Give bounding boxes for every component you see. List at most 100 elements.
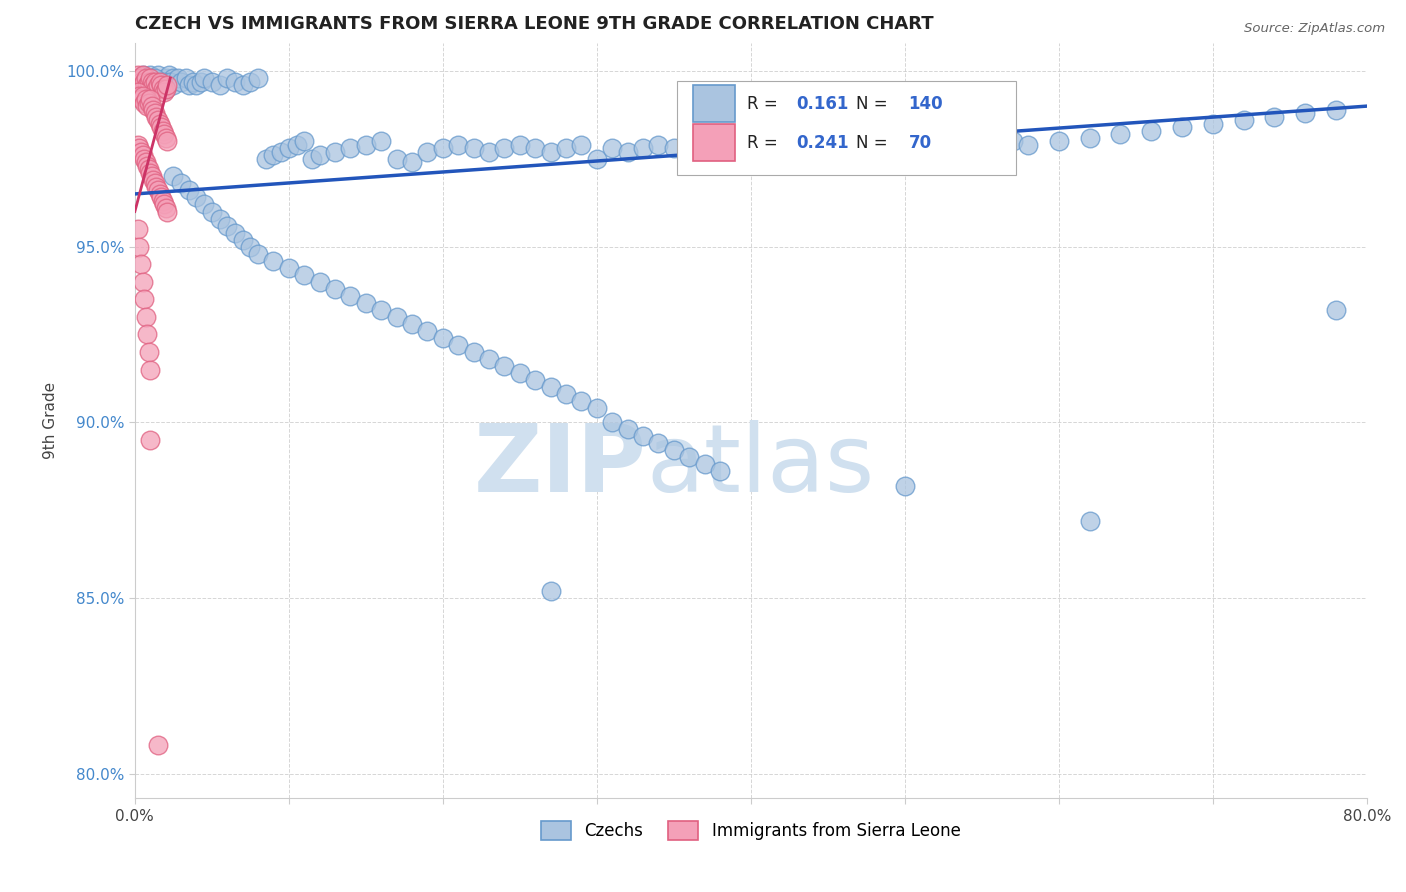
Point — [128, 141, 150, 155]
Point — [135, 310, 157, 324]
Point — [631, 141, 654, 155]
Point — [755, 141, 778, 155]
Text: N =: N = — [856, 95, 893, 113]
Point — [693, 458, 716, 472]
Point — [631, 429, 654, 443]
Point — [770, 137, 793, 152]
Point — [142, 173, 165, 187]
Point — [152, 124, 174, 138]
Point — [586, 401, 609, 416]
Point — [152, 81, 174, 95]
Point — [401, 317, 423, 331]
Point — [152, 194, 174, 208]
Point — [146, 113, 169, 128]
Point — [832, 137, 855, 152]
Point — [339, 289, 361, 303]
Point — [709, 465, 731, 479]
Point — [141, 169, 163, 184]
Point — [201, 204, 224, 219]
Point — [193, 197, 215, 211]
Point — [1078, 514, 1101, 528]
Point — [145, 110, 167, 124]
Point — [139, 92, 162, 106]
Point — [131, 88, 153, 103]
Point — [153, 197, 176, 211]
Point — [143, 177, 166, 191]
Point — [141, 99, 163, 113]
Point — [159, 74, 181, 88]
Y-axis label: 9th Grade: 9th Grade — [44, 382, 58, 459]
Point — [478, 145, 501, 159]
Legend: Czechs, Immigrants from Sierra Leone: Czechs, Immigrants from Sierra Leone — [534, 814, 967, 847]
Point — [555, 141, 578, 155]
Point — [127, 222, 149, 236]
Point — [524, 141, 547, 155]
Point — [217, 70, 239, 85]
Point — [186, 190, 208, 204]
Point — [277, 141, 299, 155]
Point — [136, 74, 159, 88]
Point — [616, 145, 638, 159]
Point — [136, 159, 159, 173]
FancyBboxPatch shape — [676, 80, 1015, 175]
Point — [131, 68, 153, 82]
Point — [879, 141, 901, 155]
Point — [145, 81, 167, 95]
Point — [616, 422, 638, 436]
Point — [155, 81, 177, 95]
Point — [152, 74, 174, 88]
Point — [146, 68, 169, 82]
Point — [301, 152, 323, 166]
Point — [148, 117, 170, 131]
Point — [157, 68, 180, 82]
FancyBboxPatch shape — [693, 85, 735, 122]
Point — [339, 141, 361, 155]
Point — [150, 120, 173, 135]
Point — [323, 282, 346, 296]
Text: 0.161: 0.161 — [796, 95, 849, 113]
Point — [131, 275, 153, 289]
Point — [555, 387, 578, 401]
Point — [138, 162, 160, 177]
Point — [509, 137, 531, 152]
Point — [177, 183, 200, 197]
Point — [135, 70, 157, 85]
Point — [217, 219, 239, 233]
Point — [143, 106, 166, 120]
Point — [955, 137, 977, 152]
Point — [1324, 103, 1347, 117]
Point — [247, 246, 270, 260]
Point — [129, 92, 152, 106]
Point — [239, 239, 262, 253]
Point — [385, 152, 408, 166]
Point — [143, 74, 166, 88]
Point — [678, 450, 700, 465]
Text: CZECH VS IMMIGRANTS FROM SIERRA LEONE 9TH GRADE CORRELATION CHART: CZECH VS IMMIGRANTS FROM SIERRA LEONE 9T… — [135, 15, 934, 33]
Point — [571, 137, 593, 152]
Point — [894, 137, 917, 152]
Text: Source: ZipAtlas.com: Source: ZipAtlas.com — [1244, 22, 1385, 36]
Point — [709, 137, 731, 152]
Point — [135, 70, 157, 85]
Point — [129, 257, 152, 271]
Point — [150, 74, 173, 88]
Point — [1078, 130, 1101, 145]
Point — [1294, 106, 1316, 120]
Point — [142, 103, 165, 117]
Point — [416, 324, 439, 338]
Point — [494, 359, 516, 373]
Point — [1233, 113, 1256, 128]
Point — [131, 68, 153, 82]
Point — [401, 155, 423, 169]
Point — [254, 152, 277, 166]
Point — [141, 74, 163, 88]
Point — [385, 310, 408, 324]
Point — [262, 253, 284, 268]
Point — [136, 78, 159, 92]
FancyBboxPatch shape — [693, 125, 735, 161]
Point — [1263, 110, 1285, 124]
Point — [308, 275, 330, 289]
Point — [162, 78, 184, 92]
Point — [986, 137, 1008, 152]
Point — [129, 74, 152, 88]
